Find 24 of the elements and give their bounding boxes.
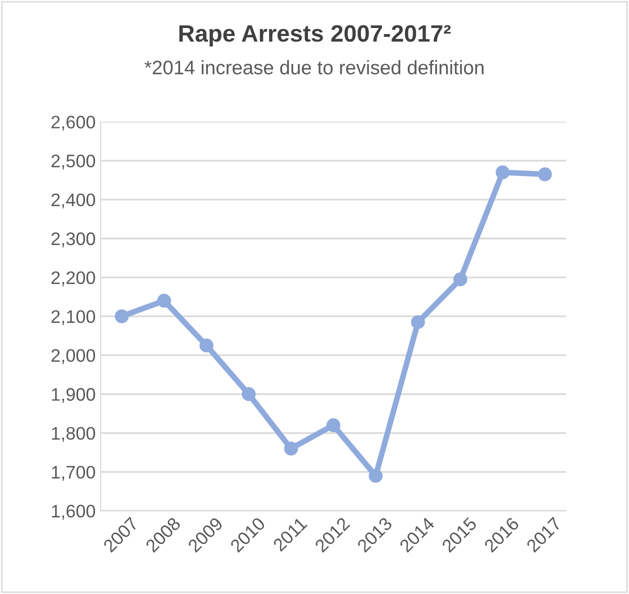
y-tick-label: 2,200 [52, 271, 96, 286]
y-tick-label: 2,400 [52, 194, 96, 208]
y-tick-label: 1,700 [52, 466, 96, 481]
point [157, 294, 172, 308]
y-tick-label: 1,800 [52, 426, 96, 442]
point [114, 309, 129, 324]
y-tick-label: 2,300 [52, 232, 96, 248]
point [326, 418, 340, 432]
point [538, 167, 552, 182]
y-tick-label: 2,600 [52, 116, 96, 131]
y-tick-label: 2,500 [52, 154, 96, 170]
y-tick-label: 2,000 [52, 349, 96, 364]
y-tick-label: 1,600 [52, 504, 96, 520]
point [411, 315, 425, 330]
point [284, 442, 298, 456]
y-tick-label: 1,900 [52, 388, 96, 403]
point [496, 165, 510, 180]
point [242, 387, 256, 402]
chart-subtitle: *2014 increase due to revised definition [144, 60, 484, 74]
point [199, 338, 214, 352]
y-tick-label: 2,100 [52, 310, 96, 326]
chart-title: Rape Arrests 2007-2017² [179, 25, 451, 46]
point [453, 272, 468, 286]
point [368, 468, 383, 483]
